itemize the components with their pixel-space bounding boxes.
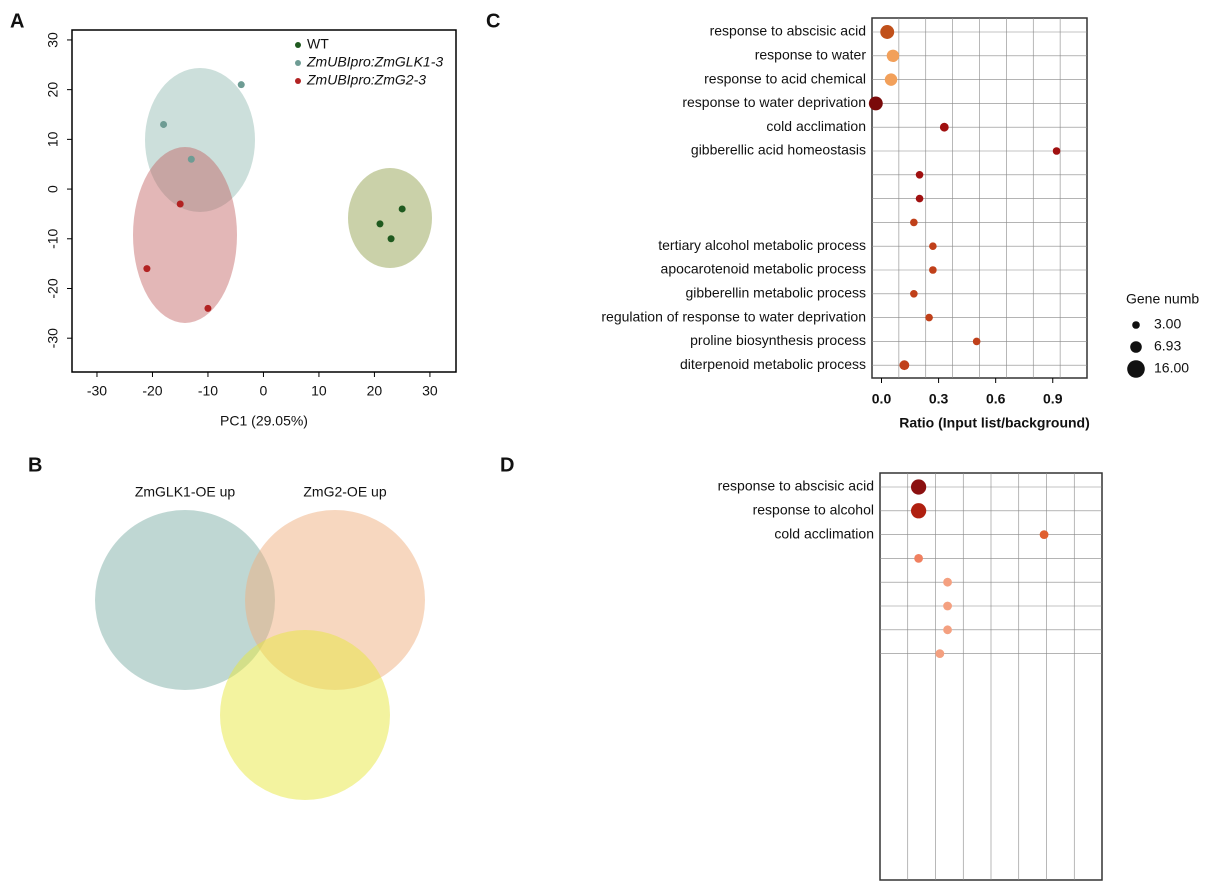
term-label: response to acid chemical: [704, 70, 866, 86]
point: [176, 200, 184, 208]
term-label: apocarotenoid metabolic process: [661, 261, 866, 277]
point: [204, 304, 212, 312]
panel-label: D: [500, 454, 514, 476]
venn-circle: [220, 630, 390, 800]
term-label: regulation of response to water deprivat…: [601, 308, 866, 324]
dot: [925, 313, 933, 322]
point: [187, 155, 195, 163]
term-label: gibberellin metabolic process: [685, 285, 866, 301]
legend-swatch: [295, 78, 301, 84]
x-tick-label: 0.0: [872, 391, 892, 407]
term-label: response to abscisic acid: [710, 23, 866, 39]
dot: [868, 96, 883, 111]
term-label: gibberellic acid homeostasis: [691, 142, 866, 158]
dot: [886, 49, 900, 63]
y-tick-label: -10: [45, 228, 61, 248]
legend-label: ZmUBIpro:ZmG2-3: [306, 72, 426, 88]
term-label: response to water deprivation: [682, 94, 866, 110]
term-label: response to alcohol: [753, 502, 874, 518]
term-label: diterpenoid metabolic process: [680, 356, 866, 372]
dot: [1052, 147, 1061, 155]
x-axis-label: Ratio (Input list/background): [899, 415, 1090, 431]
point: [143, 265, 151, 273]
ellipse: [133, 147, 237, 323]
x-tick-label: -30: [87, 383, 107, 399]
venn-circle: [95, 510, 275, 690]
x-tick-label: 0.9: [1043, 391, 1063, 407]
dot: [899, 360, 910, 371]
panel-label: A: [10, 10, 24, 32]
x-tick-label: -10: [198, 383, 218, 399]
dot: [943, 625, 952, 635]
y-tick-label: 10: [45, 131, 61, 147]
term-label: proline biosynthesis process: [690, 332, 866, 348]
dot: [935, 649, 945, 658]
term-label: tertiary alcohol metabolic process: [658, 237, 866, 253]
x-tick-label: 0: [260, 383, 268, 399]
legend-label: 3.00: [1154, 316, 1181, 332]
term-label: cold acclimation: [774, 525, 874, 541]
point: [387, 235, 395, 243]
legend-label: ZmUBIpro:ZmGLK1-3: [306, 54, 443, 70]
dot: [1039, 530, 1049, 539]
dot: [910, 479, 927, 495]
term-label: response to abscisic acid: [718, 478, 874, 494]
dot: [939, 122, 949, 132]
dot: [884, 73, 898, 86]
x-axis-label: PC1 (29.05%): [220, 413, 308, 429]
legend-title: Gene numb: [1126, 291, 1199, 307]
panel-label: C: [486, 10, 500, 32]
x-tick-label: 30: [422, 383, 438, 399]
ellipse: [348, 168, 432, 268]
legend-swatch: [295, 42, 301, 48]
y-tick-label: 30: [45, 32, 61, 48]
point: [160, 120, 168, 128]
dot: [910, 503, 927, 519]
legend-swatch: [295, 60, 301, 66]
y-tick-label: -30: [45, 328, 61, 348]
x-tick-label: 20: [367, 383, 383, 399]
ellipse: [145, 68, 255, 212]
dot: [929, 242, 937, 251]
legend-dot: [1127, 360, 1145, 378]
dot: [910, 289, 918, 298]
dot: [972, 337, 981, 346]
dot: [915, 170, 924, 179]
legend-label: WT: [307, 36, 329, 52]
legend-label: 6.93: [1154, 338, 1181, 354]
x-tick-label: 10: [311, 383, 327, 399]
dot: [910, 218, 918, 227]
point: [376, 220, 384, 228]
x-tick-label: 0.6: [986, 391, 1006, 407]
panel-label: B: [28, 454, 42, 476]
legend-dot: [1130, 341, 1142, 353]
x-tick-label: 0.3: [929, 391, 949, 407]
legend-dot: [1132, 321, 1140, 329]
plot-frame: [71, 29, 457, 373]
dot: [943, 601, 952, 611]
dot: [915, 194, 924, 203]
dot: [943, 577, 952, 587]
y-tick-label: 0: [45, 185, 61, 193]
dot: [929, 266, 937, 274]
y-tick-label: -20: [45, 278, 61, 298]
legend-label: 16.00: [1154, 360, 1189, 376]
term-label: response to water: [755, 47, 867, 63]
term-label: cold acclimation: [766, 118, 866, 134]
y-tick-label: 20: [45, 82, 61, 98]
dot: [914, 554, 924, 563]
set-label: ZmG2-OE up: [303, 484, 386, 500]
dot: [880, 25, 895, 39]
point: [398, 205, 406, 213]
point: [237, 81, 245, 89]
x-tick-label: -20: [142, 383, 162, 399]
set-label: ZmGLK1-OE up: [135, 484, 236, 500]
